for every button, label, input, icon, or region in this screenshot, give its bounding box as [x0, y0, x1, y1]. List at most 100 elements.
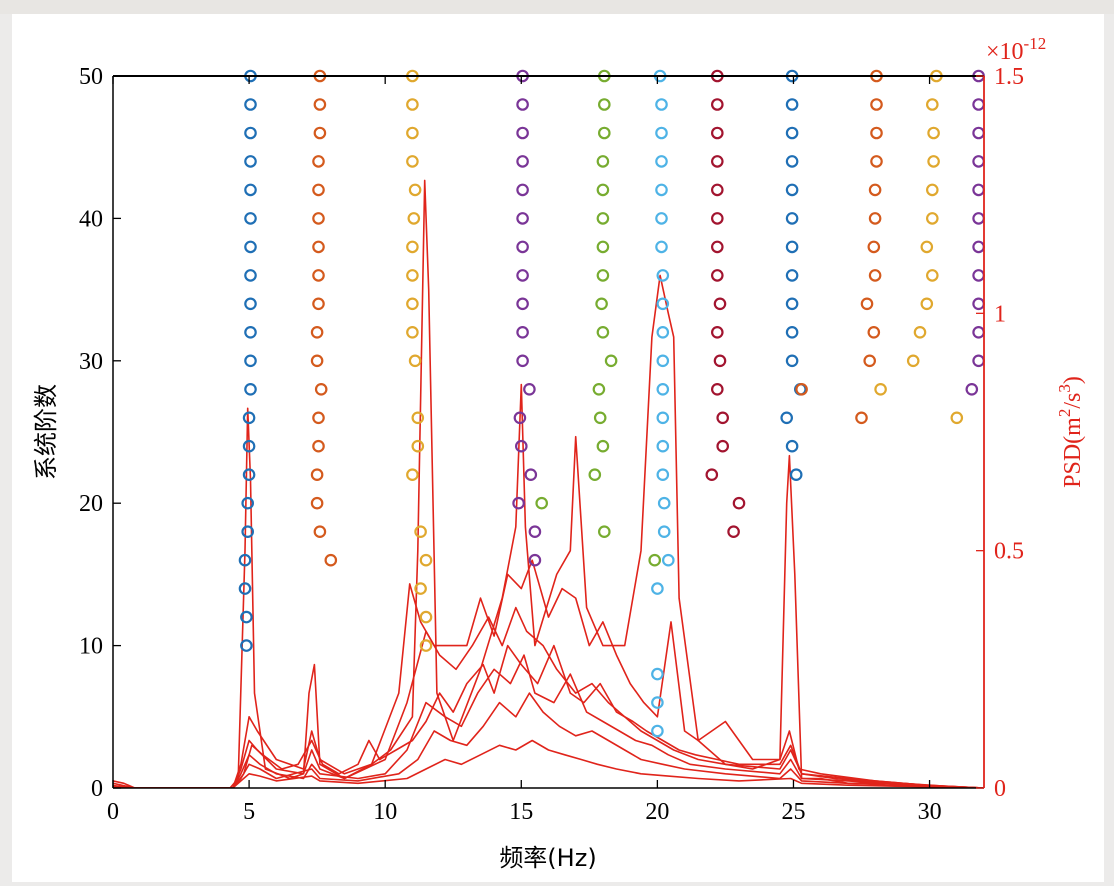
stabilization-point	[657, 496, 671, 510]
psd-line-3	[113, 606, 984, 788]
x-axis-label: 频率(Hz)	[499, 844, 596, 872]
stabilization-point	[651, 667, 664, 681]
stabilization-point	[596, 439, 610, 453]
stabilization-point	[411, 439, 425, 453]
stabilization-point	[596, 212, 610, 225]
stabilization-point	[324, 553, 338, 567]
stabilization-point	[785, 155, 799, 168]
psd-line-7	[113, 644, 984, 788]
stabilization-point	[785, 98, 799, 111]
y-axis-label-right: PSD(m2/s3)	[1055, 376, 1086, 488]
stabilization-point	[785, 269, 799, 282]
stabilization-point	[913, 325, 927, 339]
stabilization-point	[406, 325, 419, 339]
stabilization-point	[855, 411, 868, 425]
stabilization-point	[655, 240, 668, 254]
stabilization-point	[920, 240, 934, 254]
stabilization-point	[651, 724, 664, 738]
stabilization-point	[244, 183, 257, 197]
stabilization-point	[867, 325, 881, 339]
stabilization-point	[244, 269, 257, 282]
stabilization-point	[868, 183, 882, 197]
stabilization-point	[785, 240, 799, 254]
stabilization-point	[312, 269, 325, 282]
stabilization-point	[656, 354, 670, 368]
stabilization-point	[244, 212, 257, 225]
y-tick-label-left: 30	[79, 349, 103, 375]
stabilization-point	[414, 582, 427, 595]
y-axis-label-left: 系统阶数	[32, 384, 60, 480]
stabilization-point	[874, 382, 887, 396]
stabilization-point	[906, 354, 920, 368]
stabilization-point	[795, 382, 808, 396]
stabilization-point	[244, 126, 257, 140]
stabilization-point	[596, 269, 610, 282]
stabilization-point	[972, 269, 985, 282]
right-axis-multiplier: ×10-12	[986, 34, 1046, 65]
figure-canvas: 0 5 10 15 20 25 30 0 10 20 30 40 50 0 0.5 1 1.5 频率(Hz) 系…	[12, 14, 1104, 882]
stabilization-point	[863, 354, 876, 368]
stabilization-point	[860, 297, 874, 311]
stabilization-point	[516, 98, 529, 111]
stabilization-point	[925, 98, 939, 111]
psd-line-6	[113, 739, 984, 788]
stabilization-point	[313, 98, 327, 111]
stabilization-point	[419, 639, 433, 652]
stabilization-point	[244, 297, 257, 311]
stabilization-point	[314, 382, 328, 396]
y-tick-label-left: 40	[79, 206, 103, 232]
stabilization-point	[408, 354, 422, 368]
stabilization-point	[604, 354, 618, 368]
stabilization-point	[870, 126, 883, 140]
stabilization-point	[240, 639, 253, 652]
x-tick-label: 10	[373, 799, 397, 825]
stabilization-point	[710, 269, 724, 282]
stabilization-point	[868, 269, 882, 282]
stabilization-point	[656, 439, 670, 453]
stabilization-point	[516, 325, 529, 339]
stabilization-point	[312, 411, 325, 425]
stabilization-point	[406, 98, 419, 111]
stabilization-point	[238, 582, 252, 595]
stabilization-point	[406, 297, 419, 311]
stabilization-point	[785, 126, 799, 140]
stabilization-point	[407, 212, 421, 225]
stabilization-point	[656, 297, 670, 311]
stabilization-point	[595, 297, 608, 311]
stabilization-point	[651, 696, 664, 709]
y-tick-label-right: 1.5	[994, 64, 1024, 90]
stabilization-point	[972, 297, 985, 311]
stabilization-point	[785, 212, 799, 225]
stabilization-point	[516, 155, 529, 168]
stabilization-point	[925, 212, 939, 225]
stabilization-point	[535, 496, 548, 510]
stabilization-point	[972, 98, 985, 111]
stabilization-point	[524, 468, 538, 481]
stabilization-point	[244, 354, 257, 368]
stabilization-point	[925, 269, 939, 282]
stabilization-point	[651, 582, 664, 595]
stabilization-point	[419, 610, 433, 624]
stabilization-point	[312, 439, 325, 453]
psd-line-4	[113, 654, 984, 788]
stabilization-point	[516, 183, 529, 197]
stabilization-point	[596, 240, 610, 254]
stabilization-point	[785, 439, 799, 453]
stabilization-point	[965, 382, 979, 396]
stabilization-point	[406, 269, 419, 282]
stabilization-point	[244, 240, 257, 254]
stabilization-point	[516, 354, 529, 368]
stabilization-point	[242, 468, 256, 481]
stabilization-point	[655, 126, 668, 140]
stabilization-point	[406, 240, 419, 254]
stabilization-point	[655, 183, 668, 197]
stabilization-point	[713, 354, 727, 368]
stabilization-point	[727, 525, 740, 538]
stabilization-point	[780, 411, 793, 425]
stabilization-point	[408, 183, 422, 197]
stabilization-point	[657, 525, 671, 538]
psd-line-2	[113, 559, 984, 788]
stabilization-point	[785, 183, 799, 197]
stabilization-point	[950, 411, 964, 425]
stabilization-point	[867, 240, 881, 254]
